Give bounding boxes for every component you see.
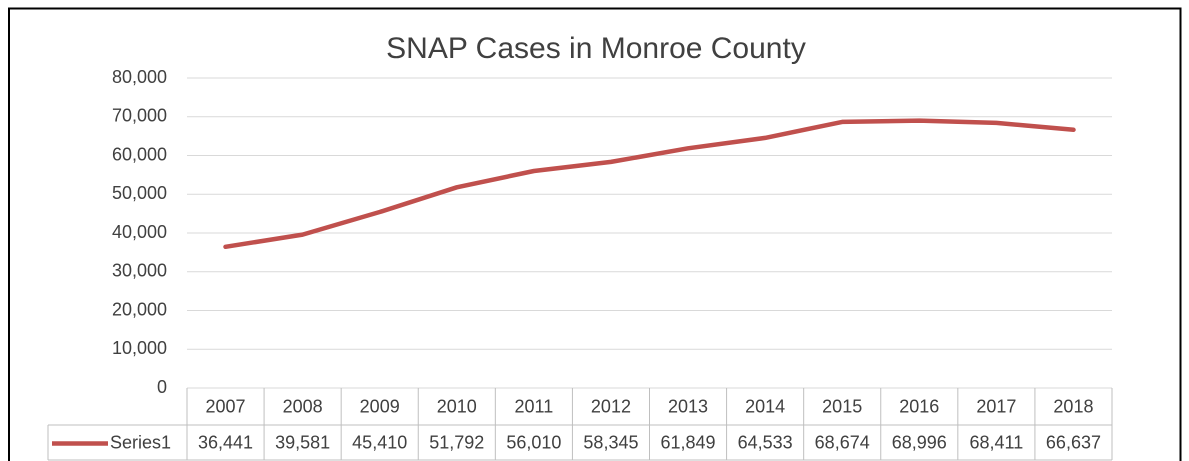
x-tick-label: 2007 xyxy=(206,396,246,416)
table-value: 56,010 xyxy=(506,432,561,452)
chart-border xyxy=(8,7,1182,461)
y-tick-label: 30,000 xyxy=(112,261,167,281)
x-tick-label: 2014 xyxy=(745,396,785,416)
table-value: 64,533 xyxy=(738,432,793,452)
table-value: 68,996 xyxy=(892,432,947,452)
table-value: 39,581 xyxy=(275,432,330,452)
chart-title: SNAP Cases in Monroe County xyxy=(386,32,806,65)
y-tick-label: 0 xyxy=(157,377,167,397)
series-line xyxy=(223,118,1076,250)
x-tick-label: 2016 xyxy=(899,396,939,416)
table-value: 68,674 xyxy=(815,432,870,452)
x-tick-label: 2012 xyxy=(591,396,631,416)
table-value: 68,411 xyxy=(970,432,1024,452)
x-tick-label: 2013 xyxy=(668,396,708,416)
y-tick-label: 50,000 xyxy=(112,183,167,203)
table-value: 45,410 xyxy=(352,432,407,452)
y-tick-label: 80,000 xyxy=(112,67,167,87)
y-tick-label: 40,000 xyxy=(112,222,167,242)
x-tick-label: 2011 xyxy=(515,396,554,416)
table-value: 61,849 xyxy=(661,432,716,452)
table-value: 58,345 xyxy=(583,432,638,452)
x-tick-label: 2010 xyxy=(437,396,477,416)
x-tick-label: 2008 xyxy=(283,396,323,416)
y-tick-label: 20,000 xyxy=(112,299,167,319)
x-tick-label: 2009 xyxy=(360,396,400,416)
table-value: 51,792 xyxy=(429,432,484,452)
x-tick-label: 2018 xyxy=(1053,396,1093,416)
y-tick-label: 10,000 xyxy=(112,338,167,358)
x-tick-label: 2015 xyxy=(822,396,862,416)
legend-label: Series1 xyxy=(110,432,171,452)
table-value: 66,637 xyxy=(1046,432,1101,452)
table-value: 36,441 xyxy=(198,432,253,452)
y-tick-label: 60,000 xyxy=(112,144,167,164)
x-tick-label: 2017 xyxy=(976,396,1016,416)
y-tick-label: 70,000 xyxy=(112,106,167,126)
